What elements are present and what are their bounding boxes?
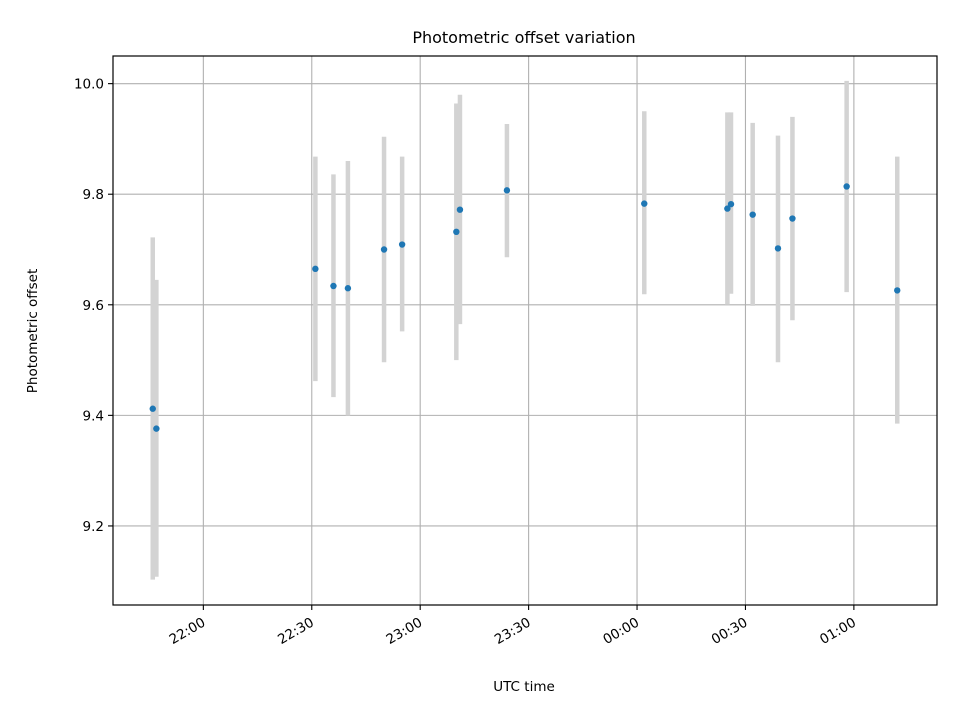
data-point	[641, 200, 648, 207]
x-axis-label: UTC time	[493, 679, 555, 695]
data-point	[456, 206, 464, 213]
data-point	[727, 200, 735, 208]
data-point	[774, 245, 782, 252]
data-point	[453, 228, 460, 236]
data-point	[503, 187, 511, 194]
data-point	[344, 285, 352, 292]
y-tick-label: 9.4	[83, 408, 104, 424]
data-point	[724, 205, 731, 212]
data-point	[398, 241, 406, 248]
y-tick-label: 10.0	[74, 77, 104, 93]
grid	[113, 56, 937, 605]
data-point	[330, 282, 337, 290]
data-point	[380, 246, 388, 253]
data-point	[153, 425, 160, 432]
y-axis-ticks: 9.2 9.4 9.6 9.8 10.0	[74, 77, 113, 535]
chart-title: Photometric offset variation	[412, 28, 635, 47]
y-tick-label: 9.2	[83, 519, 104, 535]
data-point	[312, 265, 319, 273]
plot-frame	[112, 55, 938, 606]
y-axis-label: Photometric offset	[25, 269, 41, 393]
y-tick-label: 9.8	[83, 187, 104, 203]
data-point	[843, 183, 850, 190]
data-points	[149, 183, 901, 432]
y-tick-label: 9.6	[83, 298, 104, 314]
data-point	[789, 215, 796, 222]
data-point	[749, 211, 756, 218]
data-point	[149, 405, 156, 412]
data-point	[894, 287, 901, 294]
